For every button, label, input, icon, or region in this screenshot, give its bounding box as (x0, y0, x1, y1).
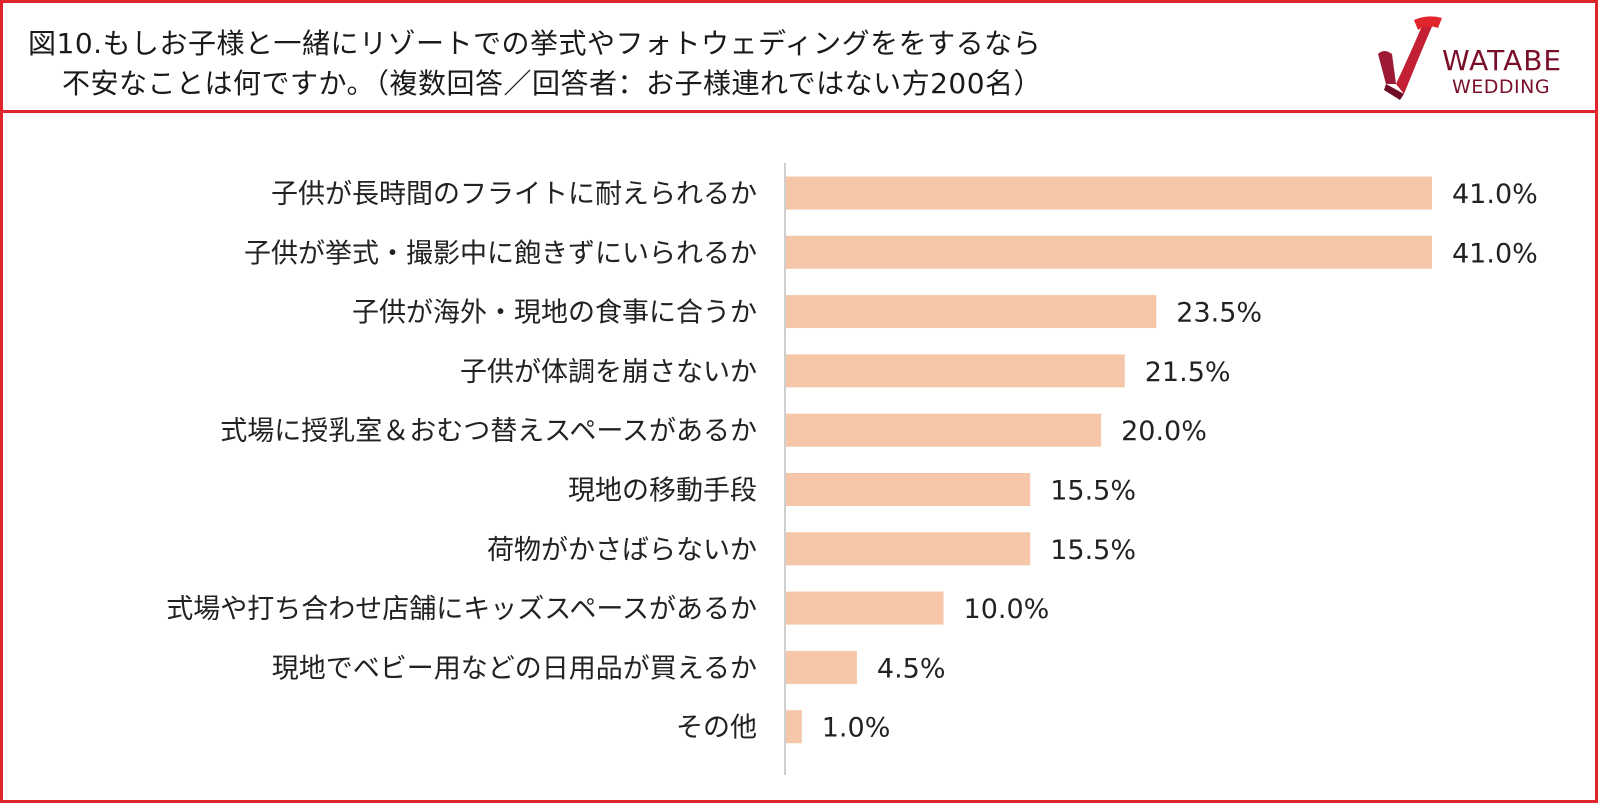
data-label: 21.5% (1145, 357, 1231, 388)
category-label: 子供が長時間のフライトに耐えられるか (271, 179, 757, 210)
bar (786, 235, 1432, 269)
category-label: 子供が挙式・撮影中に飽きずにいられるか (244, 238, 757, 269)
bar (786, 532, 1031, 566)
bar (786, 473, 1031, 506)
category-label: 現地の移動手段 (568, 476, 757, 507)
title-line-2: 不安なことは何ですか。（複数回答／回答者：お子様連れではない方200名） (62, 67, 1043, 100)
bar (786, 591, 944, 625)
category-label: その他 (676, 713, 757, 744)
data-label: 1.0% (822, 713, 891, 744)
logo-text-wedding: WEDDING (1452, 76, 1551, 98)
category-label: 式場や打ち合わせ店舗にキッズスペースがあるか (166, 594, 757, 625)
bar (786, 413, 1102, 447)
data-label: 15.5% (1050, 476, 1136, 507)
chart-title: 図10.もしお子様と一緒にリゾートでの挙式やフォトウェディングををするなら 不安… (28, 24, 1042, 104)
data-label: 23.5% (1176, 298, 1262, 329)
bar (786, 710, 802, 744)
data-label: 20.0% (1121, 416, 1207, 447)
data-label: 41.0% (1452, 179, 1538, 210)
category-label: 式場に授乳室＆おむつ替えスペースがあるか (220, 416, 757, 447)
category-label: 子供が海外・現地の食事に合うか (352, 298, 757, 329)
header: 図10.もしお子様と一緒にリゾートでの挙式やフォトウェディングををするなら 不安… (0, 0, 1598, 113)
logo-ribbon-icon (1378, 16, 1442, 100)
watabe-wedding-logo: WATABE WEDDING (1370, 14, 1575, 104)
title-line-1: 図10.もしお子様と一緒にリゾートでの挙式やフォトウェディングををするなら (28, 27, 1042, 60)
data-label: 10.0% (964, 594, 1050, 625)
bar (786, 650, 857, 684)
data-label: 15.5% (1050, 535, 1136, 566)
bar-chart: 子供が長時間のフライトに耐えられるか 41.0% 子供が挙式・撮影中に飽きずにいられ… (0, 113, 1598, 803)
bar-chart-svg: 子供が長時間のフライトに耐えられるか 41.0% 子供が挙式・撮影中に飽きずにいられ… (166, 163, 1538, 775)
bar (786, 176, 1432, 210)
data-label: 4.5% (877, 653, 946, 684)
category-label: 子供が体調を崩さないか (460, 357, 757, 388)
data-label: 41.0% (1452, 238, 1538, 269)
logo-text-watabe: WATABE (1442, 44, 1563, 77)
bar (786, 354, 1125, 388)
bar (786, 295, 1157, 329)
category-label: 荷物がかさばらないか (487, 535, 757, 566)
category-label: 現地でベビー用などの日用品が買えるか (272, 653, 757, 684)
